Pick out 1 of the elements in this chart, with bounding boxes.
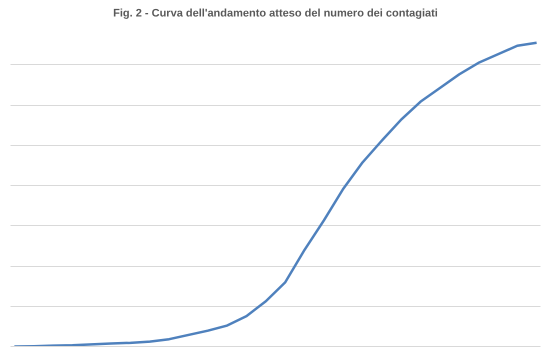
chart-title: Fig. 2 - Curva dell'andamento atteso del numero dei contagiati <box>113 8 438 20</box>
